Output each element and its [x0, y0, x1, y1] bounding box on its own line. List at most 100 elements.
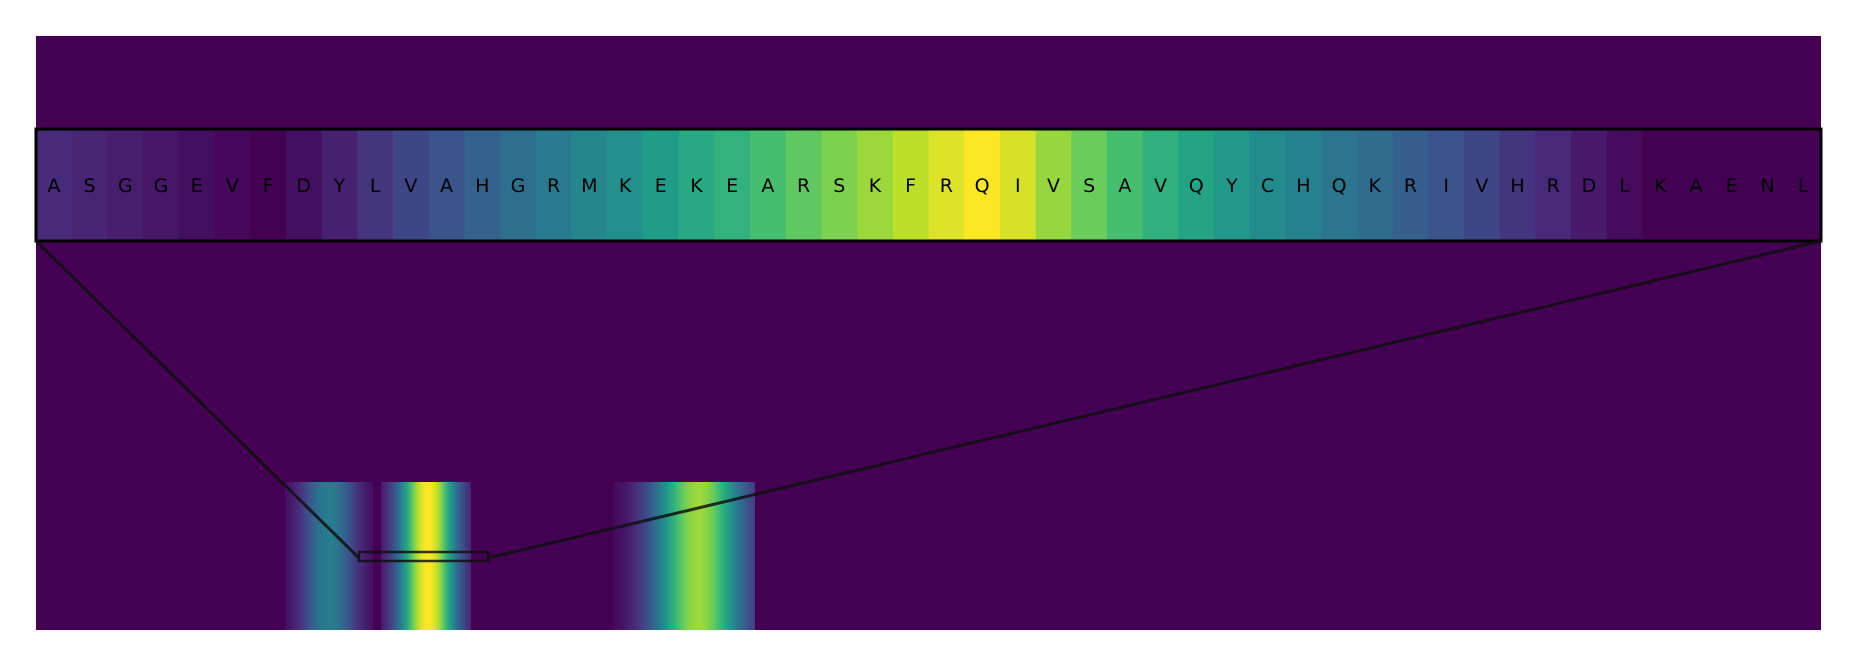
sequence-cell: [1035, 129, 1072, 241]
sequence-cell: [607, 129, 644, 241]
sequence-cell: [357, 129, 394, 241]
residue-label: V: [404, 175, 417, 197]
sequence-cell: [1178, 129, 1215, 241]
residue-label: I: [1443, 175, 1449, 197]
residue-label: E: [1726, 175, 1738, 197]
residue-label: Y: [1225, 175, 1238, 197]
residue-label: R: [1404, 175, 1417, 197]
sequence-cell: [1321, 129, 1358, 241]
residue-label: F: [263, 175, 274, 197]
sequence-cell: [999, 129, 1037, 241]
residue-label: Q: [1332, 175, 1347, 197]
sequence-cell: [1392, 129, 1429, 241]
sequence-cell: [464, 129, 501, 241]
residue-label: S: [1083, 175, 1095, 197]
sequence-cell: [821, 129, 858, 241]
overview-band: [381, 482, 471, 630]
residue-label: D: [1582, 175, 1597, 197]
residue-label: V: [226, 175, 239, 197]
sequence-cell: [143, 129, 180, 241]
sequence-cell: [678, 129, 715, 241]
sequence-cell: [1571, 129, 1608, 241]
sequence-cell: [71, 129, 108, 241]
sequence-cell: [857, 129, 894, 241]
residue-label: R: [1547, 175, 1560, 197]
sequence-cell: [1535, 129, 1572, 241]
sequence-cell: [428, 129, 465, 241]
residue-label: G: [154, 175, 169, 197]
sequence-cell: [36, 129, 73, 241]
residue-label: H: [475, 175, 489, 197]
sequence-cell: [928, 129, 965, 241]
sequence-cell: [785, 129, 822, 241]
sequence-cell: [714, 129, 751, 241]
sequence-cell: [1749, 129, 1786, 241]
residue-label: K: [1654, 175, 1667, 197]
sequence-cell: [500, 129, 537, 241]
residue-label: K: [690, 175, 703, 197]
zoom-connector-right: [487, 239, 1822, 560]
residue-label: V: [1154, 175, 1167, 197]
residue-label: L: [1798, 175, 1809, 197]
sequence-cell: [178, 129, 216, 241]
overview-band: [613, 482, 755, 630]
sequence-cell: [571, 129, 608, 241]
residue-label: A: [440, 175, 453, 197]
sequence-cell: [1214, 129, 1251, 241]
residue-label: K: [619, 175, 632, 197]
sequence-cell: [642, 129, 680, 241]
residue-label: R: [547, 175, 560, 197]
sequence-cell: [1642, 129, 1679, 241]
sequence-cell: [1249, 129, 1287, 241]
sequence-cell: [250, 129, 287, 241]
residue-label: S: [833, 175, 845, 197]
sequence-cell: [1428, 129, 1465, 241]
sequence-cell: [1071, 129, 1108, 241]
residue-label: R: [797, 175, 810, 197]
residue-label: Q: [1189, 175, 1204, 197]
sequence-cell: [1678, 129, 1715, 241]
residue-label: K: [1369, 175, 1382, 197]
residue-label: H: [1510, 175, 1524, 197]
zoom-connector-left: [34, 239, 361, 560]
sequence-cell: [1285, 129, 1322, 241]
sequence-cell: [1785, 129, 1822, 241]
residue-label: F: [905, 175, 916, 197]
sequence-cell: [1464, 129, 1501, 241]
zoom-strip-frame: [34, 127, 1823, 243]
residue-label: D: [296, 175, 311, 197]
residue-label: V: [1047, 175, 1060, 197]
sequence-cell: [214, 129, 251, 241]
residue-label: E: [726, 175, 738, 197]
sequence-cell: [1713, 129, 1751, 241]
residue-label: G: [511, 175, 526, 197]
residue-label: V: [1475, 175, 1488, 197]
sequence-cell: [285, 129, 323, 241]
residue-label: L: [1619, 175, 1630, 197]
sequence-cell: [964, 129, 1001, 241]
residue-label: M: [581, 175, 597, 197]
residue-label: A: [1690, 175, 1703, 197]
residue-label: H: [1296, 175, 1310, 197]
sequence-cell: [535, 129, 573, 241]
residue-label: E: [191, 175, 203, 197]
sequence-cell: [1499, 129, 1536, 241]
residue-label: C: [1261, 175, 1274, 197]
sequence-cell: [1107, 129, 1144, 241]
sequence-cell: [1142, 129, 1179, 241]
sequence-cell: [750, 129, 787, 241]
residue-label: A: [761, 175, 774, 197]
sequence-cell: [892, 129, 930, 241]
residue-label: S: [84, 175, 96, 197]
residue-label: Q: [975, 175, 990, 197]
residue-label: E: [655, 175, 667, 197]
sequence-cell: [1606, 129, 1644, 241]
residue-label: G: [118, 175, 133, 197]
sequence-cell: [393, 129, 430, 241]
sequence-cell: [1356, 129, 1394, 241]
residue-label: I: [1015, 175, 1021, 197]
residue-label: N: [1760, 175, 1774, 197]
residue-label: A: [1118, 175, 1131, 197]
residue-label: Y: [333, 175, 346, 197]
